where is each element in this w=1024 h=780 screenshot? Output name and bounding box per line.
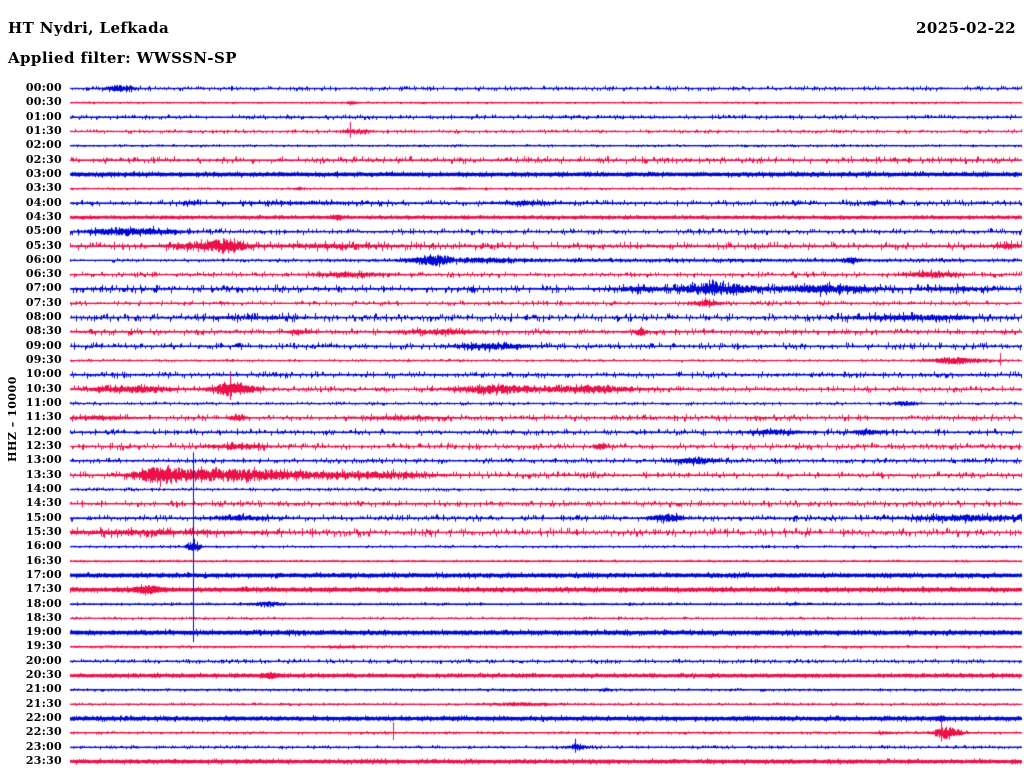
time-label: 11:00 [25,396,62,410]
time-label: 12:30 [25,439,62,452]
time-label: 21:00 [25,682,62,696]
time-label: 05:00 [25,224,62,238]
time-label: 19:00 [25,625,62,639]
time-label: 16:30 [25,553,62,567]
time-label: 22:30 [25,725,62,739]
time-label: 01:30 [25,123,62,137]
time-label: 03:30 [25,181,62,195]
time-label: 04:00 [25,195,62,209]
time-label: 08:30 [25,324,62,338]
time-label: 14:30 [25,496,62,510]
time-label: 01:00 [25,109,62,123]
time-label: 09:00 [25,338,62,352]
time-label: 07:30 [25,295,62,309]
time-label: 08:00 [25,310,62,324]
time-label: 05:30 [25,238,62,252]
time-label: 23:00 [25,739,62,753]
time-label: 03:00 [25,166,62,180]
time-label: 02:00 [25,138,62,152]
time-label: 12:00 [25,424,62,438]
time-label: 11:30 [25,410,62,424]
time-label: 19:30 [25,639,62,653]
time-label: 22:00 [25,711,62,725]
time-label: 04:30 [25,209,62,223]
time-label: 15:30 [25,524,62,538]
time-label: 00:00 [25,81,62,94]
time-label: 00:30 [25,95,62,109]
time-label: 18:30 [25,610,62,624]
time-label: 13:00 [25,453,62,467]
time-label: 06:00 [25,252,62,266]
time-label: 16:00 [25,539,62,553]
time-label: 15:00 [25,510,62,524]
time-label: 02:30 [25,152,62,166]
time-label: 07:00 [25,281,62,295]
time-label: 17:30 [25,582,62,596]
time-label: 20:30 [25,668,62,682]
time-label: 17:00 [25,567,62,581]
time-label: 21:30 [25,696,62,710]
time-label: 23:30 [25,754,62,768]
time-label: 10:00 [25,367,62,381]
time-label: 09:30 [25,353,62,367]
time-label: 18:00 [25,596,62,610]
time-label: 14:00 [25,481,62,495]
time-label: 20:00 [25,653,62,667]
time-label: 10:30 [25,381,62,395]
time-label: 06:30 [25,267,62,281]
time-label: 13:30 [25,467,62,481]
